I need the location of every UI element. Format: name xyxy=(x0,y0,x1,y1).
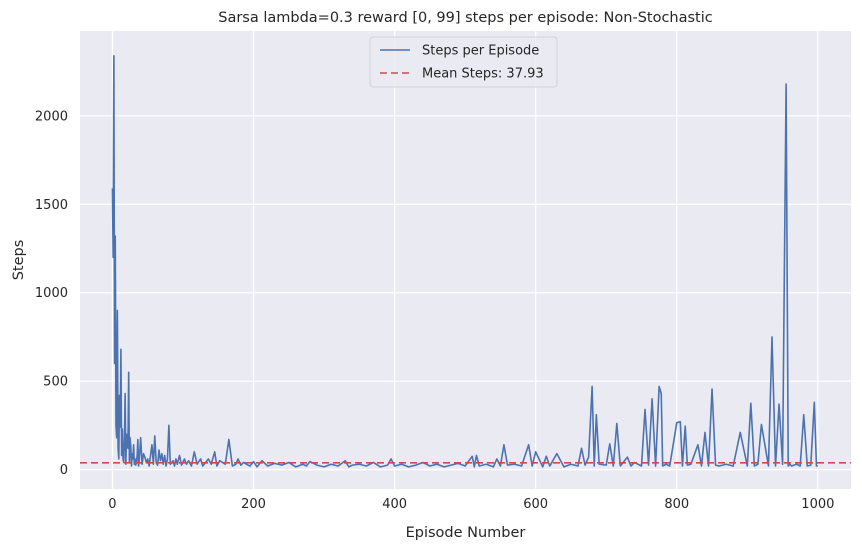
legend-label-steps: Steps per Episode xyxy=(422,44,539,59)
legend: Steps per Episode Mean Steps: 37.93 xyxy=(369,36,558,88)
legend-box xyxy=(369,36,558,88)
y-tick-label: 1000 xyxy=(35,286,68,301)
x-tick-label: 200 xyxy=(241,497,266,512)
y-tick-label: 500 xyxy=(43,375,68,390)
y-tick-label: 2000 xyxy=(35,109,68,124)
chart-title: Sarsa lambda=0.3 reward [0, 99] steps pe… xyxy=(218,10,713,26)
series-layer xyxy=(80,54,851,468)
x-tick-label: 800 xyxy=(664,497,689,512)
y-tick-labels: 0 500 1000 1500 2000 xyxy=(35,109,68,478)
x-tick-label: 1000 xyxy=(801,497,834,512)
steps-per-episode-line xyxy=(111,54,818,468)
y-tick-label: 0 xyxy=(60,463,68,478)
x-tick-label: 400 xyxy=(382,497,407,512)
x-axis-label: Episode Number xyxy=(406,525,526,541)
grid xyxy=(80,31,851,489)
y-axis-label: Steps xyxy=(11,240,27,281)
legend-label-mean: Mean Steps: 37.93 xyxy=(422,67,544,82)
x-tick-labels: 0 200 400 600 800 1000 xyxy=(108,497,834,512)
plot-background xyxy=(80,31,851,489)
x-tick-label: 600 xyxy=(523,497,548,512)
x-tick-label: 0 xyxy=(108,497,116,512)
y-tick-label: 1500 xyxy=(35,198,68,213)
